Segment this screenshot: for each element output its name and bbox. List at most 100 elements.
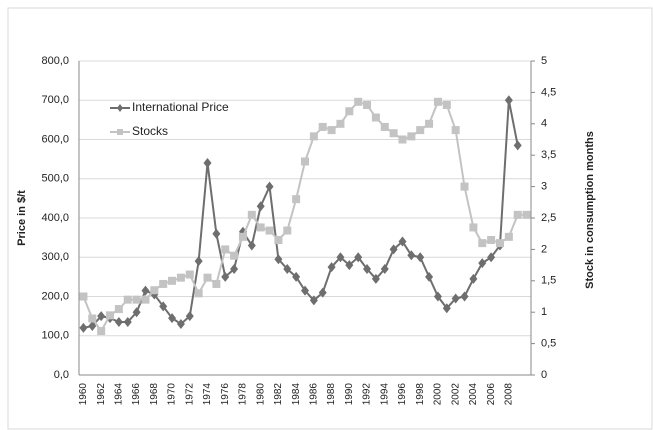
data-point xyxy=(292,271,301,282)
data-point xyxy=(354,252,363,263)
data-point xyxy=(265,226,274,235)
data-point xyxy=(522,210,531,219)
data-point xyxy=(380,122,389,131)
data-point xyxy=(194,256,203,267)
data-point xyxy=(203,273,212,282)
data-point xyxy=(336,119,345,128)
data-point xyxy=(194,289,203,298)
data-point xyxy=(274,254,283,265)
data-point xyxy=(318,287,327,298)
data-point xyxy=(327,126,336,135)
data-point xyxy=(469,223,478,232)
data-point xyxy=(442,303,451,314)
data-point xyxy=(221,245,230,254)
data-point xyxy=(212,279,221,288)
legend-label: International Price xyxy=(132,100,229,114)
data-point xyxy=(114,305,123,314)
y-tick-label: 400,0 xyxy=(41,212,69,224)
x-tick-label: 1960 xyxy=(78,383,89,406)
x-tick-label: 1964 xyxy=(114,383,125,406)
data-point xyxy=(487,235,496,244)
x-tick-label: 1990 xyxy=(344,383,355,406)
data-point xyxy=(176,273,185,282)
y2-tick-label: 3,5 xyxy=(541,149,556,161)
data-point xyxy=(451,126,460,135)
data-point xyxy=(407,250,416,261)
y-tick-label: 600,0 xyxy=(41,133,69,145)
y-tick-label: 700,0 xyxy=(41,94,69,106)
data-point xyxy=(425,271,434,282)
y2-tick-label: 2,5 xyxy=(541,212,556,224)
x-tick-label: 1980 xyxy=(255,383,266,406)
data-point xyxy=(159,279,168,288)
data-point xyxy=(309,132,318,141)
data-point xyxy=(380,264,389,275)
data-point xyxy=(221,271,230,282)
data-point xyxy=(230,251,239,260)
data-point xyxy=(176,318,185,329)
x-tick-label: 1982 xyxy=(273,383,284,406)
data-point xyxy=(345,107,354,116)
data-point xyxy=(407,132,416,141)
data-point xyxy=(283,226,292,235)
data-point xyxy=(168,313,177,324)
data-point xyxy=(123,295,132,304)
data-point xyxy=(88,320,97,331)
x-tick-label: 1998 xyxy=(415,383,426,406)
data-point xyxy=(203,158,212,169)
y2-tick-label: 4 xyxy=(541,118,547,130)
data-point xyxy=(256,223,265,232)
data-point xyxy=(398,236,407,247)
y2-tick-label: 3 xyxy=(541,181,547,193)
data-point xyxy=(132,307,141,318)
data-point xyxy=(230,264,239,275)
y2-axis-title: Stock in consumption months xyxy=(584,131,596,289)
data-point xyxy=(345,260,354,271)
data-point xyxy=(79,322,88,333)
y-tick-label: 500,0 xyxy=(41,173,69,185)
data-point xyxy=(301,157,309,166)
data-point xyxy=(389,244,398,255)
y2-tick-label: 4,5 xyxy=(541,86,556,98)
data-point xyxy=(460,291,469,302)
x-tick-label: 1992 xyxy=(362,383,373,406)
data-point xyxy=(398,135,407,144)
data-point xyxy=(504,232,513,241)
x-tick-label: 2002 xyxy=(450,383,461,406)
data-point xyxy=(79,292,88,301)
x-tick-label: 1988 xyxy=(326,383,337,406)
data-point xyxy=(354,97,363,106)
data-point xyxy=(469,273,478,284)
data-point xyxy=(159,301,168,312)
data-point xyxy=(442,100,451,109)
x-tick-label: 1986 xyxy=(309,383,320,406)
data-point xyxy=(247,240,256,251)
y2-tick-label: 2 xyxy=(541,243,547,255)
data-point xyxy=(114,317,123,328)
data-point xyxy=(371,273,380,284)
legend-label: Stocks xyxy=(132,124,168,138)
y-tick-label: 100,0 xyxy=(41,330,69,342)
data-point xyxy=(301,285,309,296)
data-point xyxy=(168,276,177,285)
data-point xyxy=(327,262,336,273)
data-point xyxy=(141,285,150,296)
y2-tick-label: 0 xyxy=(541,369,547,381)
y2-tick-label: 5 xyxy=(541,55,547,67)
data-point xyxy=(416,252,425,263)
data-point xyxy=(487,252,496,263)
data-point xyxy=(433,97,442,106)
x-tick-label: 2004 xyxy=(468,383,479,406)
data-point xyxy=(336,252,345,263)
data-point xyxy=(433,291,442,302)
x-tick-label: 1996 xyxy=(397,383,408,406)
data-point xyxy=(88,314,97,323)
data-point xyxy=(363,264,372,275)
data-point xyxy=(504,95,513,106)
data-point xyxy=(389,129,398,138)
y2-tick-label: 0,5 xyxy=(541,338,556,350)
data-point xyxy=(141,295,150,304)
x-tick-label: 1976 xyxy=(220,383,231,406)
x-tick-label: 2008 xyxy=(503,383,514,406)
